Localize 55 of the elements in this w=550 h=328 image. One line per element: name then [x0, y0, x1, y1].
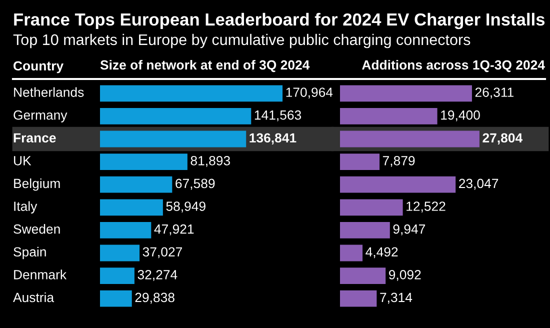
- data-label: 7,314: [380, 292, 412, 304]
- data-label: 141,563: [254, 110, 302, 122]
- bar: [100, 244, 140, 262]
- chart-title: France Tops European Leaderboard for 2024 EV Charger Installs: [14, 12, 545, 30]
- bar: [340, 290, 377, 307]
- data-label: 26,311: [475, 88, 514, 98]
- data-label: 7,879: [382, 156, 415, 167]
- y-tick-label: Spain: [14, 246, 46, 260]
- data-label: 4,492: [366, 247, 398, 258]
- data-label: 81,893: [190, 156, 230, 167]
- data-label: 12,522: [406, 202, 446, 212]
- x-axis-title: Additions across 1Q-3Q 2024: [362, 60, 545, 72]
- y-tick-label: Denmark: [14, 270, 67, 280]
- data-label: 9,092: [389, 270, 421, 281]
- bar: [100, 268, 134, 284]
- data-label: 19,400: [441, 110, 480, 122]
- y-tick-label: Belgium: [14, 178, 60, 191]
- y-tick-label: Italy: [14, 201, 38, 214]
- bar: [340, 176, 456, 193]
- y-tick-label: France: [14, 133, 56, 143]
- y-tick-label: UK: [14, 156, 32, 166]
- data-label: 67,589: [176, 178, 215, 190]
- bar: [340, 130, 480, 148]
- bar: [100, 108, 252, 124]
- y-tick-label: Sweden: [14, 224, 60, 234]
- data-label: 23,047: [459, 178, 498, 190]
- data-label: 47,921: [154, 224, 194, 236]
- bar: [100, 199, 163, 216]
- bar: [100, 130, 246, 148]
- bar: [100, 176, 172, 193]
- data-label: 37,027: [142, 247, 182, 258]
- y-axis-title: Country: [14, 61, 64, 74]
- bar: [340, 85, 472, 102]
- data-label: 136,841: [250, 133, 296, 144]
- bar: [340, 199, 403, 216]
- bar: [340, 244, 363, 262]
- chart-subtitle: Top 10 markets in Europe by cumulative public charging connectors: [13, 34, 470, 48]
- bar: [340, 108, 438, 124]
- y-tick-label: Austria: [13, 292, 54, 302]
- y-tick-label: Netherlands: [14, 87, 84, 97]
- data-label: 29,838: [135, 292, 174, 304]
- bar: [100, 290, 132, 307]
- bar: [340, 154, 380, 170]
- data-label: 32,274: [138, 270, 178, 281]
- bar: [100, 85, 283, 102]
- data-label: 9,947: [393, 224, 426, 236]
- data-label: 27,804: [482, 133, 523, 144]
- bar: [100, 222, 152, 238]
- data-label: 58,949: [166, 202, 206, 212]
- y-tick-label: Germany: [14, 110, 68, 122]
- x-axis-title: Size of network at end of 3Q 2024: [100, 60, 310, 72]
- bar: [340, 222, 390, 238]
- bar: [100, 154, 188, 170]
- bar: [340, 268, 386, 284]
- data-label: 170,964: [286, 88, 333, 98]
